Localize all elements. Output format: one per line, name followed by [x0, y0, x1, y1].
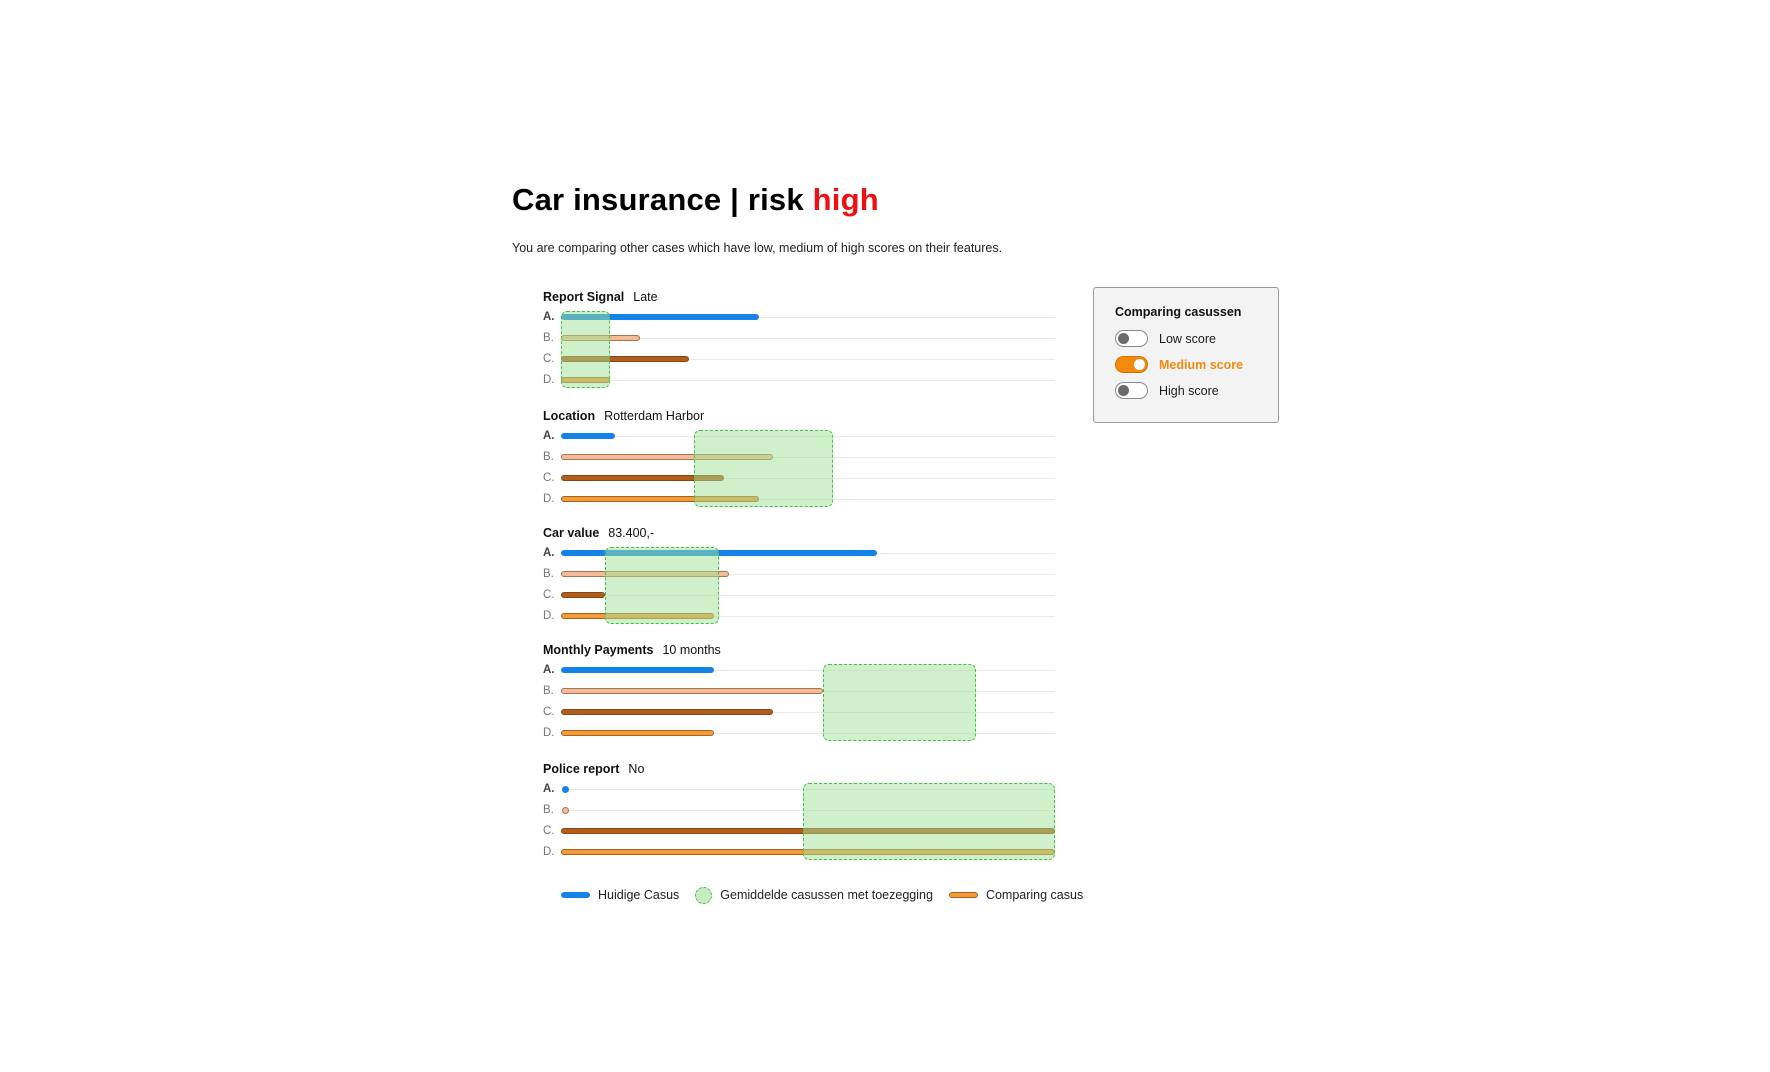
legend-comparing-swatch — [948, 892, 978, 898]
average-range-zone-report-signal — [561, 311, 611, 388]
low-score-label: Low score — [1159, 331, 1216, 346]
row-label-d: D. — [543, 727, 555, 739]
medium-score-toggle[interactable] — [1115, 356, 1148, 373]
average-range-zone-location — [694, 430, 833, 507]
row-label-a: A. — [543, 311, 555, 323]
legend-item-current: Huidige Casus — [561, 888, 679, 902]
current-case-bar-a — [561, 314, 759, 320]
comparing-panel: Comparing casussen Low score Medium scor… — [1093, 287, 1279, 423]
toggle-row-low-score: Low score — [1115, 330, 1216, 347]
feature-value: 83.400,- — [608, 526, 655, 540]
feature-header-car-value: Car value 83.400,- — [543, 526, 654, 540]
comparing-case-bar-d — [561, 730, 715, 736]
feature-header-location: Location Rotterdam Harbor — [543, 409, 704, 423]
comparing-case-bar-b — [561, 688, 823, 694]
current-case-bar-a — [561, 667, 715, 673]
legend-item-comparing: Comparing casus — [948, 888, 1084, 902]
risk-level: high — [812, 182, 879, 217]
comparing-case-bar-c — [561, 709, 774, 715]
toggle-knob — [1118, 333, 1129, 344]
feature-name: Location — [543, 409, 596, 423]
gridline — [561, 616, 1055, 617]
high-score-label: High score — [1159, 383, 1219, 398]
toggle-row-high-score: High score — [1115, 382, 1219, 399]
row-label-c: C. — [543, 706, 555, 718]
row-label-a: A. — [543, 547, 555, 559]
row-label-b: B. — [543, 568, 554, 580]
feature-name: Car value — [543, 526, 600, 540]
chart-legend: Huidige Casus Gemiddelde casussen met to… — [561, 886, 1099, 904]
feature-name: Monthly Payments — [543, 643, 654, 657]
feature-name: Report Signal — [543, 290, 625, 304]
gridline — [561, 712, 1055, 713]
gridline — [561, 670, 1055, 671]
feature-value: Rotterdam Harbor — [604, 409, 705, 423]
feature-value: No — [628, 762, 645, 776]
row-label-a: A. — [543, 430, 555, 442]
gridline — [561, 359, 1055, 360]
row-label-b: B. — [543, 804, 554, 816]
row-label-a: A. — [543, 783, 555, 795]
legend-current-label: Huidige Casus — [598, 888, 680, 902]
row-label-d: D. — [543, 846, 555, 858]
current-case-bar-a — [561, 550, 878, 556]
gridline — [561, 595, 1055, 596]
row-label-c: C. — [543, 825, 555, 837]
comparing-case-bar-c — [561, 592, 606, 598]
legend-item-average: Gemiddelde casussen met toezegging — [695, 886, 933, 904]
comparing-case-marker-b — [562, 807, 569, 814]
legend-average-swatch — [695, 886, 713, 904]
toggle-knob — [1134, 359, 1145, 370]
legend-comparing-label: Comparing casus — [985, 888, 1084, 902]
gridline — [561, 574, 1055, 575]
row-label-b: B. — [543, 685, 554, 697]
toggle-knob — [1118, 385, 1129, 396]
average-range-zone-car-value — [605, 547, 720, 624]
page-title-text: Car insurance | risk — [512, 182, 804, 217]
feature-header-police-report: Police report No — [543, 762, 644, 776]
current-case-bar-a — [561, 433, 616, 439]
row-label-c: C. — [543, 353, 555, 365]
row-label-c: C. — [543, 472, 555, 484]
legend-average-label: Gemiddelde casussen met toezegging — [720, 888, 933, 902]
row-label-b: B. — [543, 451, 554, 463]
gridline — [561, 317, 1055, 318]
gridline — [561, 733, 1055, 734]
feature-value: 10 months — [662, 643, 721, 657]
average-range-zone-police-report — [803, 783, 1055, 860]
row-label-d: D. — [543, 374, 555, 386]
row-label-c: C. — [543, 589, 555, 601]
legend-current-swatch — [561, 892, 590, 898]
row-label-d: D. — [543, 610, 555, 622]
current-case-marker-a — [562, 786, 569, 793]
page-subtitle: You are comparing other cases which have… — [512, 241, 1003, 255]
feature-header-monthly-payments: Monthly Payments 10 months — [543, 643, 721, 657]
feature-value: Late — [633, 290, 658, 304]
low-score-toggle[interactable] — [1115, 330, 1148, 347]
row-label-d: D. — [543, 493, 555, 505]
gridline — [561, 338, 1055, 339]
gridline — [561, 380, 1055, 381]
toggle-row-medium-score: Medium score — [1115, 356, 1243, 373]
feature-header-report-signal: Report Signal Late — [543, 290, 658, 304]
feature-name: Police report — [543, 762, 620, 776]
medium-score-label: Medium score — [1159, 357, 1244, 372]
page-title: Car insurance | risk high — [512, 182, 879, 218]
comparing-panel-title: Comparing casussen — [1115, 305, 1242, 319]
row-label-a: A. — [543, 664, 555, 676]
average-range-zone-monthly-payments — [822, 664, 976, 741]
high-score-toggle[interactable] — [1115, 382, 1148, 399]
row-label-b: B. — [543, 332, 554, 344]
